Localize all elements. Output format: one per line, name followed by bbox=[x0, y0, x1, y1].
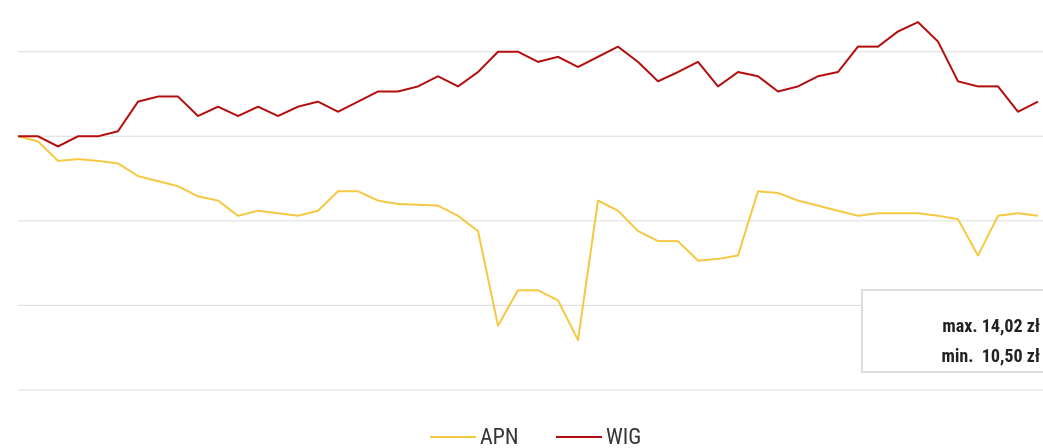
legend-label: APN bbox=[480, 425, 519, 448]
series-line bbox=[18, 21, 1039, 148]
annotation: min. 10,50 zł bbox=[942, 346, 1041, 367]
annotation: max. 14,02 zł bbox=[942, 316, 1040, 337]
annotation-box bbox=[861, 289, 1043, 373]
legend-label: WIG bbox=[606, 425, 641, 448]
series-line bbox=[17, 135, 1039, 342]
